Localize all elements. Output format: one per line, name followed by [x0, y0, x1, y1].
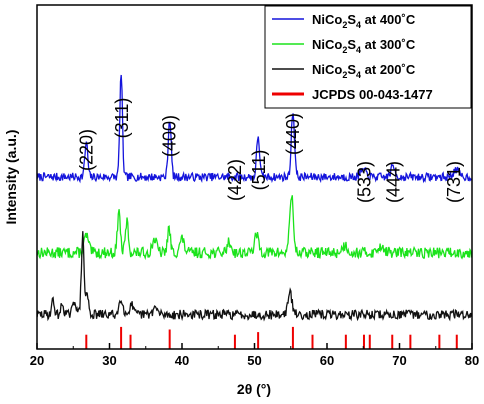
legend-label-1: NiCo2S4 at 400˚C [312, 12, 416, 30]
legend-box [264, 5, 472, 109]
y-axis-label: Intensity (a.u.) [3, 130, 19, 225]
series-layer [36, 74, 473, 322]
x-tick-label-1: 20 [30, 353, 44, 368]
peak-label-5: (511) [249, 150, 269, 191]
peak-label-9: (731) [444, 161, 464, 203]
legend-label-4: JCPDS 00-043-1477 [312, 87, 433, 102]
x-axis-ticks: 20 30 40 50 60 70 80 [30, 343, 479, 368]
series-line-3 [36, 231, 473, 322]
series-line-1 [36, 74, 472, 184]
peak-label-7: (533) [355, 161, 375, 203]
peak-annotations: (220) (311) (400) (422) (511) (440) (533) (444)… [76, 98, 464, 203]
peak-label-4: (422) [225, 159, 245, 201]
peak-label-1: (220) [76, 129, 96, 171]
x-tick-label-4: 50 [247, 353, 261, 368]
x-tick-label-5: 60 [320, 353, 334, 368]
legend-label-3: NiCo2S4 at 200˚C [312, 62, 416, 80]
x-axis-label: 2θ (°) [237, 381, 271, 397]
series-line-2 [36, 195, 473, 261]
legend-label-2: NiCo2S4 at 300˚C [312, 37, 416, 55]
x-tick-label-3: 40 [175, 353, 189, 368]
peak-label-3: (400) [160, 115, 180, 157]
x-tick-label-2: 30 [102, 353, 116, 368]
peak-label-2: (311) [112, 98, 132, 139]
legend: NiCo2S4 at 400˚C NiCo2S4 at 300˚C NiCo2S4 … [264, 5, 472, 109]
reference-lines [85, 326, 458, 349]
peak-label-6: (440) [283, 113, 303, 155]
x-tick-label-7: 80 [465, 353, 479, 368]
x-tick-label-6: 70 [392, 353, 406, 368]
peak-label-8: (444) [384, 161, 404, 203]
